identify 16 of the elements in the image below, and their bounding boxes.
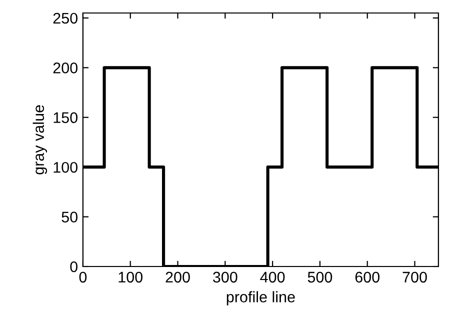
y-tick-label: 50 — [62, 212, 78, 222]
y-tick-label: 250 — [53, 12, 78, 24]
x-tick-label: 600 — [355, 272, 380, 283]
y-axis-title: gray value — [32, 105, 48, 174]
x-tick-label: 0 — [79, 272, 87, 283]
x-axis-title: profile line — [226, 291, 295, 306]
x-tick-label: 700 — [402, 272, 427, 283]
y-tick-label: 150 — [54, 112, 78, 124]
y-tick-label: 200 — [53, 62, 78, 74]
x-tick-label: 500 — [308, 272, 332, 283]
x-tick-label: 100 — [118, 272, 142, 283]
y-tick-label: 0 — [70, 261, 78, 272]
y-tick-label: 100 — [54, 162, 78, 173]
x-tick-label: 400 — [260, 272, 285, 283]
x-tick-label: 200 — [166, 272, 190, 283]
x-tick-label: 300 — [212, 272, 238, 283]
